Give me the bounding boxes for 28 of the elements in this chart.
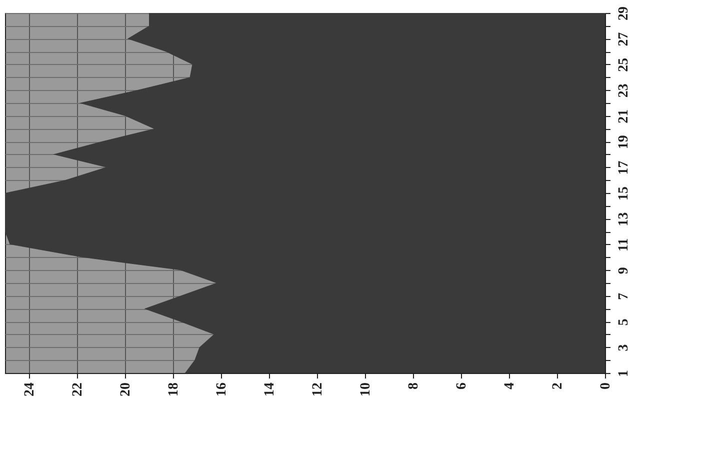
y-tick-label: 13	[616, 212, 632, 226]
x-tick-label: 18	[166, 382, 182, 396]
y-tick-label: 15	[616, 186, 632, 200]
y-tick-label: 27	[616, 32, 632, 46]
x-tick-label: 2	[550, 382, 566, 390]
x-tick-label: 20	[118, 382, 134, 396]
x-tick-label: 12	[310, 382, 326, 396]
y-tick-label: 11	[616, 238, 632, 252]
y-tick-label: 3	[616, 344, 632, 352]
y-tick-label: 9	[616, 267, 632, 274]
x-tick-label: 24	[22, 382, 38, 396]
x-tick-label: 14	[262, 382, 278, 396]
y-tick-label: 1	[616, 370, 632, 377]
x-tick-label: 22	[70, 382, 86, 396]
y-tick-label: 7	[616, 292, 632, 300]
x-tick-label: 16	[214, 382, 230, 396]
x-tick-label: 6	[454, 382, 470, 390]
x-tick-label: 8	[406, 382, 422, 390]
x-tick-label: 4	[502, 382, 518, 390]
x-tick-label: 10	[358, 382, 374, 396]
y-tick-label: 19	[616, 135, 632, 150]
y-tick-label: 21	[616, 109, 632, 124]
y-tick-label: 23	[616, 84, 632, 98]
y-tick-label: 5	[616, 318, 632, 326]
y-tick-label: 25	[616, 58, 632, 72]
y-tick-label: 17	[616, 160, 632, 175]
x-tick-label: 0	[598, 382, 614, 390]
y-tick-label: 29	[616, 6, 632, 20]
